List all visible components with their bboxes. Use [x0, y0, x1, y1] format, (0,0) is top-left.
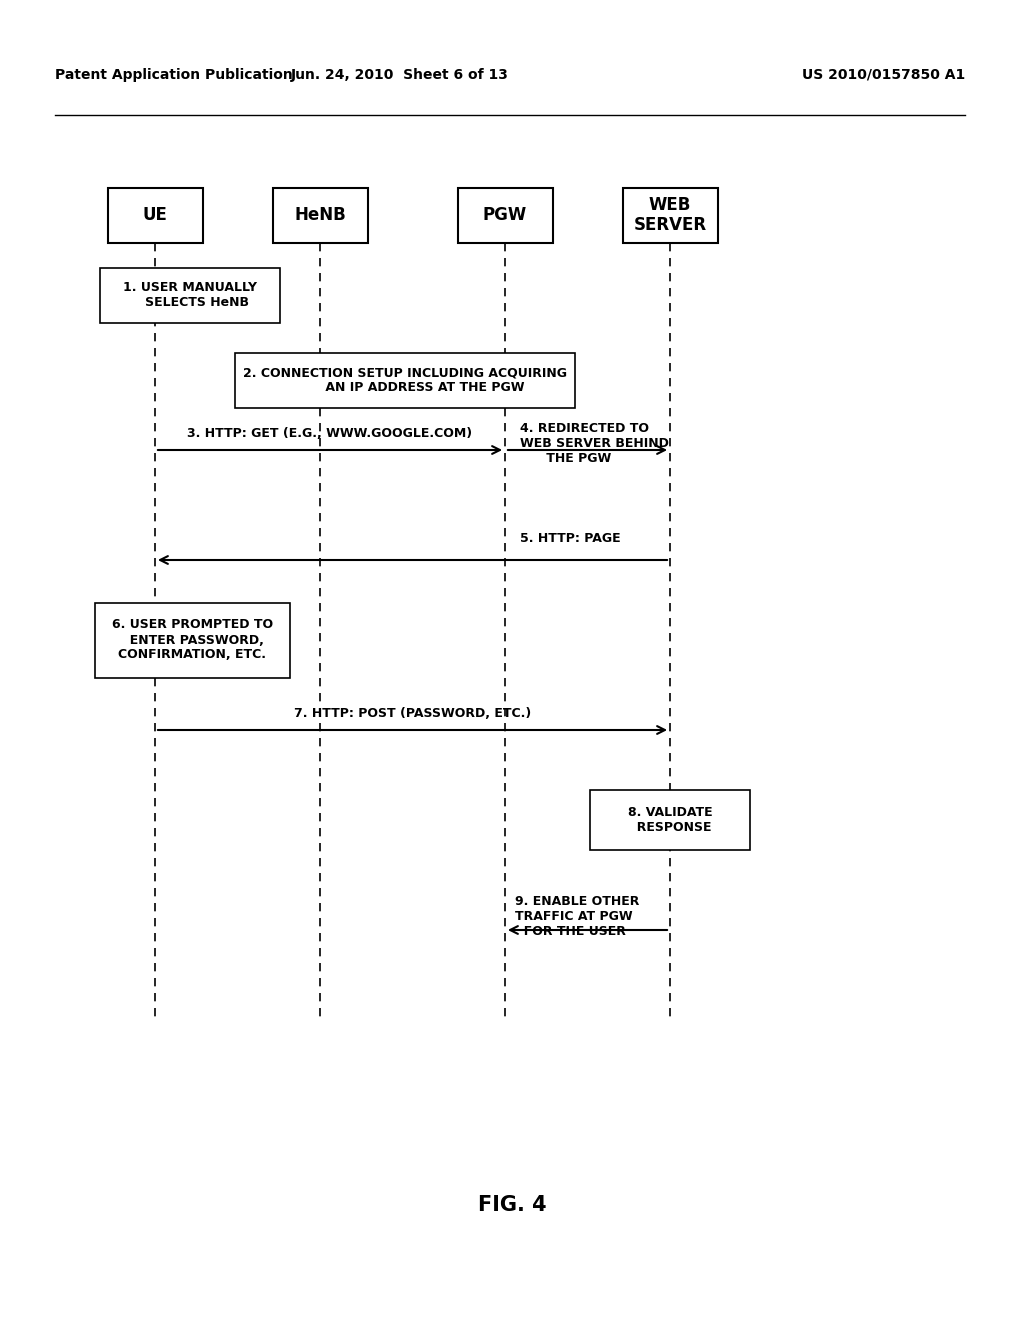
Text: US 2010/0157850 A1: US 2010/0157850 A1 — [802, 69, 965, 82]
Bar — [108, 187, 203, 243]
Text: Jun. 24, 2010  Sheet 6 of 13: Jun. 24, 2010 Sheet 6 of 13 — [291, 69, 509, 82]
Text: FIG. 4: FIG. 4 — [477, 1195, 547, 1214]
Text: HeNB: HeNB — [294, 206, 346, 224]
Bar — [272, 187, 368, 243]
Text: Patent Application Publication: Patent Application Publication — [55, 69, 293, 82]
Text: PGW: PGW — [483, 206, 527, 224]
Bar — [100, 268, 280, 322]
Bar — [458, 187, 553, 243]
Text: 6. USER PROMPTED TO
  ENTER PASSWORD,
CONFIRMATION, ETC.: 6. USER PROMPTED TO ENTER PASSWORD, CONF… — [112, 619, 273, 661]
Text: 2. CONNECTION SETUP INCLUDING ACQUIRING
         AN IP ADDRESS AT THE PGW: 2. CONNECTION SETUP INCLUDING ACQUIRING … — [243, 366, 567, 393]
Text: 5. HTTP: PAGE: 5. HTTP: PAGE — [520, 532, 621, 545]
Bar — [623, 187, 718, 243]
Text: 8. VALIDATE
  RESPONSE: 8. VALIDATE RESPONSE — [628, 807, 713, 834]
Text: 9. ENABLE OTHER
TRAFFIC AT PGW
  FOR THE USER: 9. ENABLE OTHER TRAFFIC AT PGW FOR THE U… — [515, 895, 639, 939]
Text: 4. REDIRECTED TO
WEB SERVER BEHIND
      THE PGW: 4. REDIRECTED TO WEB SERVER BEHIND THE P… — [520, 422, 669, 465]
Text: 7. HTTP: POST (PASSWORD, ETC.): 7. HTTP: POST (PASSWORD, ETC.) — [294, 708, 531, 719]
Text: WEB
SERVER: WEB SERVER — [634, 195, 707, 235]
Text: 3. HTTP: GET (E.G., WWW.GOOGLE.COM): 3. HTTP: GET (E.G., WWW.GOOGLE.COM) — [187, 426, 472, 440]
Bar — [234, 352, 575, 408]
Bar — [95, 602, 290, 677]
Text: 1. USER MANUALLY
   SELECTS HeNB: 1. USER MANUALLY SELECTS HeNB — [123, 281, 257, 309]
Text: UE: UE — [142, 206, 168, 224]
Bar — [590, 789, 750, 850]
